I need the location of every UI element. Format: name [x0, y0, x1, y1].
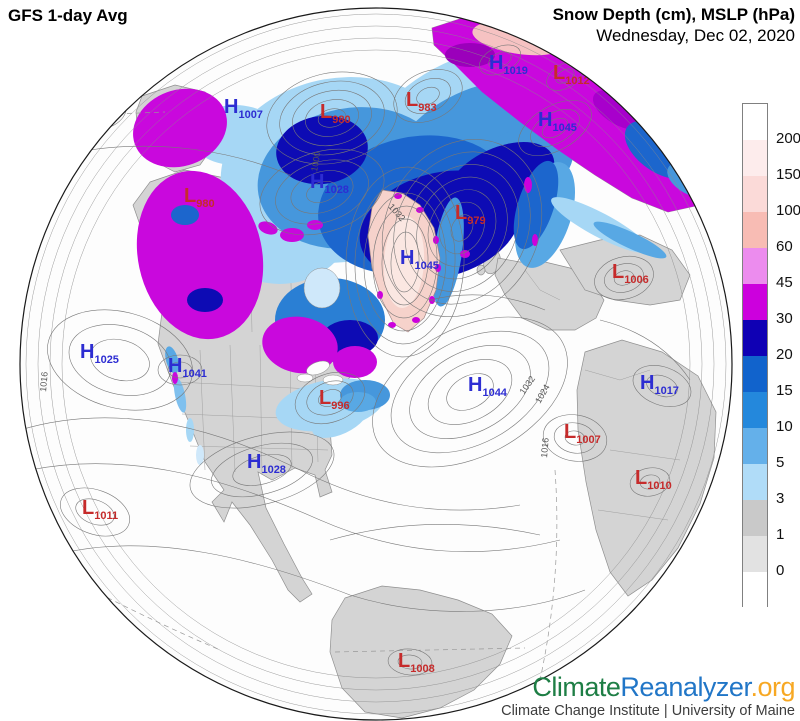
legend-value: 45	[776, 274, 793, 291]
pressure-label-h1045: H1045	[538, 109, 577, 134]
brand-subtitle: Climate Change Institute | University of…	[501, 702, 795, 719]
legend-band	[743, 572, 767, 608]
legend-value: 30	[776, 310, 793, 327]
pressure-label-h1045: H1045	[400, 247, 439, 272]
pressure-label-l1012: L1012	[553, 62, 590, 87]
pressure-label-l1010: L1010	[635, 467, 672, 492]
pressure-label-l1011: L1011	[82, 497, 118, 522]
graticule	[20, 111, 558, 681]
map-title: Snow Depth (cm), MSLP (hPa)	[552, 5, 795, 24]
snow-canada-magenta	[262, 316, 338, 374]
pressure-label-h1019: H1019	[489, 52, 528, 77]
pressure-label-l1008: L1008	[398, 650, 435, 675]
model-label: GFS 1-day Avg	[8, 6, 128, 25]
contour-value-label: 1016	[38, 371, 50, 392]
contour-limb-arcs	[25, 13, 727, 715]
climate-reanalyzer-logo: ClimateReanalyzer.org	[501, 673, 795, 701]
legend-band	[743, 392, 767, 428]
logo-reanalyzer: Reanalyzer	[620, 672, 751, 703]
contour-waves	[20, 145, 691, 612]
legend-band	[743, 428, 767, 464]
legend-value: 5	[776, 454, 785, 471]
logo-org: .org	[750, 672, 795, 703]
pressure-label-h1028: H1028	[310, 171, 349, 196]
legend-value: 150	[776, 166, 800, 183]
legend-value: 100	[776, 202, 800, 219]
pressure-label-l1007: L1007	[564, 421, 601, 446]
snow-arctic-island	[258, 221, 278, 235]
pressure-label-h1041: H1041	[168, 355, 207, 380]
pressure-center-labels: L989 H1007 L980 L983 H1019 L1012 H1045 L980 H102…	[80, 52, 679, 675]
pressure-label-l980: L980	[320, 101, 351, 126]
globe-outline	[19, 7, 733, 721]
pressure-label-l980: L980	[184, 185, 215, 210]
legend-band	[743, 104, 767, 140]
legend-band	[743, 176, 767, 212]
snow-rockies	[165, 346, 179, 374]
legend-band	[743, 248, 767, 284]
greenland	[367, 189, 441, 333]
snow-depth-legend	[742, 103, 768, 608]
pressure-label-l979: L979	[455, 202, 486, 227]
legend-band	[743, 320, 767, 356]
pressure-label-l996: L996	[319, 387, 350, 412]
legend-band	[743, 212, 767, 248]
branding: ClimateReanalyzer.org Climate Change Ins…	[501, 673, 795, 719]
legend-value: 1	[776, 526, 785, 543]
legend-band	[743, 284, 767, 320]
legend-band	[743, 500, 767, 536]
legend-band	[743, 140, 767, 176]
pressure-label-h1007: H1007	[224, 96, 263, 121]
land-south-america	[329, 585, 513, 719]
legend-value: 15	[776, 382, 793, 399]
legend-band	[743, 356, 767, 392]
pressure-label-h1025: H1025	[80, 341, 119, 366]
logo-climate: Climate	[532, 672, 621, 703]
pressure-label-h1017: H1017	[640, 372, 679, 397]
pressure-label-l1006: L1006	[612, 261, 649, 286]
map-date: Wednesday, Dec 02, 2020	[596, 26, 795, 45]
legend-band	[743, 464, 767, 500]
snow-chukotka	[133, 88, 227, 168]
legend-band	[743, 536, 767, 572]
legend-value: 0	[776, 562, 785, 579]
pressure-label-l989: L989	[80, 89, 111, 114]
legend-value: 200	[776, 130, 800, 147]
pressure-label-h1028: H1028	[247, 451, 286, 476]
legend-value: 10	[776, 418, 793, 435]
contour-value-label: 1000	[309, 151, 322, 172]
pressure-label-l983: L983	[406, 89, 437, 114]
water-features	[296, 267, 344, 386]
pressure-label-h1044: H1044	[468, 374, 508, 399]
legend-value: 60	[776, 238, 793, 255]
legend-value: 20	[776, 346, 793, 363]
land-africa	[576, 339, 717, 597]
legend-value: 3	[776, 490, 785, 507]
snow-alaska	[136, 170, 264, 340]
header-right: Snow Depth (cm), MSLP (hPa) Wednesday, D…	[553, 4, 795, 46]
contour-value-label: 1016	[539, 437, 551, 458]
